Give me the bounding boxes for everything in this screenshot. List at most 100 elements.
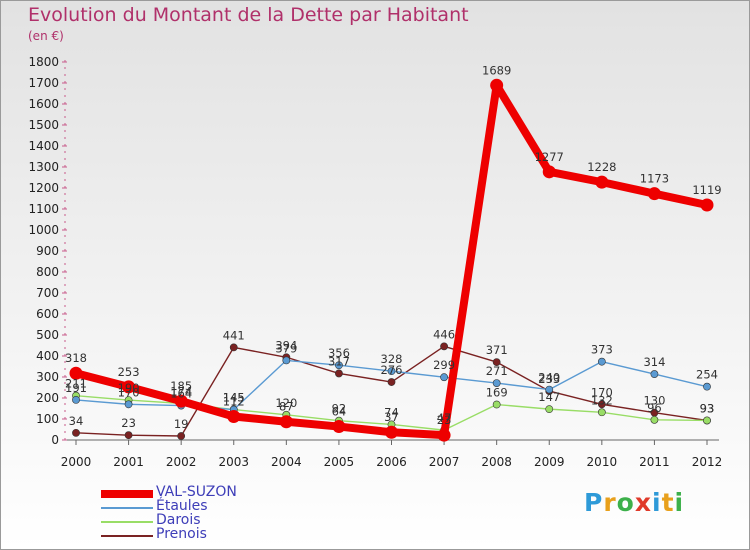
series-point <box>177 432 186 440</box>
data-label: 441 <box>223 328 245 342</box>
series-point <box>703 382 711 391</box>
legend-label: Prenois <box>156 526 207 542</box>
data-label: 373 <box>591 343 613 357</box>
y-tick-label: 900 <box>36 244 59 258</box>
legend-label: VAL-SUZON <box>156 484 237 500</box>
data-label: 23 <box>437 413 452 427</box>
series-point <box>545 385 554 394</box>
y-tick-label: 800 <box>36 265 59 279</box>
series-point <box>440 342 448 351</box>
y-tick-label: 200 <box>36 391 59 405</box>
legend-swatch <box>101 507 153 509</box>
y-tick-label: 1100 <box>28 202 59 216</box>
data-label: 74 <box>384 405 399 419</box>
data-label: 92 <box>332 402 347 416</box>
data-label: 271 <box>486 364 508 378</box>
series-point <box>279 415 293 429</box>
series-point <box>332 420 346 434</box>
legend-label: Darois <box>156 512 201 528</box>
chart-title: Evolution du Montant de la Dette par Hab… <box>28 4 469 26</box>
data-label: 174 <box>170 384 192 398</box>
series-point <box>124 431 133 440</box>
series-point <box>282 356 291 365</box>
data-label: 147 <box>538 390 560 404</box>
series-point <box>387 367 396 376</box>
proxiti-logo: Proxiti <box>584 488 684 517</box>
axes: 0 100 200 300 400 500 600 700 800 900 1000 1100 1200… <box>28 55 722 469</box>
series-point <box>703 416 711 425</box>
y-tick-label: 100 <box>36 412 59 426</box>
data-label: 93 <box>700 401 715 415</box>
series-point <box>597 357 606 366</box>
series-point <box>492 379 501 387</box>
data-label: 211 <box>65 377 87 391</box>
data-label: 23 <box>121 416 136 430</box>
data-label: 87 <box>279 400 294 414</box>
series-point <box>72 395 80 404</box>
y-tick-label: 1700 <box>28 76 59 90</box>
y-tick-label: 1200 <box>28 181 59 195</box>
x-tick-label: 2009 <box>534 455 565 469</box>
series-point <box>122 380 136 394</box>
data-label: 19 <box>174 417 189 431</box>
data-label: 1119 <box>692 183 721 197</box>
series-point <box>174 394 188 408</box>
data-label: 446 <box>433 327 455 341</box>
data-label: 130 <box>643 394 665 408</box>
series-point <box>700 198 714 212</box>
series-lines <box>69 78 714 442</box>
y-tick-label: 1500 <box>28 118 59 132</box>
series-point <box>597 408 606 417</box>
series-point <box>492 358 501 366</box>
x-tick-label: 2010 <box>587 455 618 469</box>
series-point <box>440 373 448 382</box>
data-label: 379 <box>275 341 297 355</box>
data-label: 145 <box>223 391 245 405</box>
x-tick-label: 2011 <box>639 455 670 469</box>
data-label: 299 <box>433 358 455 372</box>
data-label: 47 <box>437 411 452 425</box>
data-label: 1277 <box>535 150 564 164</box>
series-point <box>72 428 80 437</box>
data-label: 276 <box>381 363 403 377</box>
series-point <box>335 361 343 370</box>
logo-letter: P <box>584 488 604 517</box>
x-tick-label: 2005 <box>324 455 355 469</box>
series-point <box>542 165 556 179</box>
series-point <box>335 369 343 378</box>
y-tick-label: 0 <box>51 433 59 447</box>
data-label: 356 <box>328 346 350 360</box>
series-point <box>647 187 661 201</box>
data-label: 191 <box>65 381 87 395</box>
x-tick-label: 2002 <box>166 455 197 469</box>
data-label: 371 <box>486 343 508 357</box>
series-point <box>597 400 606 409</box>
y-tick-label: 1600 <box>28 97 59 111</box>
data-label: 1689 <box>482 63 511 77</box>
data-label: 254 <box>696 368 718 382</box>
data-label: 96 <box>647 401 662 415</box>
series-point <box>69 366 83 380</box>
y-tick-label: 1300 <box>28 160 59 174</box>
series-point <box>124 400 133 409</box>
series-point <box>492 400 501 409</box>
data-label: 1228 <box>587 160 616 174</box>
data-label: 37 <box>384 410 399 424</box>
series-point <box>387 378 396 386</box>
series-point <box>229 343 238 352</box>
legend-label: Étaules <box>156 498 208 514</box>
x-tick-label: 2001 <box>113 455 144 469</box>
data-label: 314 <box>643 355 665 369</box>
x-tick-label: 2008 <box>481 455 512 469</box>
x-tick-label: 2006 <box>376 455 407 469</box>
y-tick-label: 600 <box>36 307 59 321</box>
logo-letter: i <box>652 488 662 517</box>
data-label: 1173 <box>640 172 669 186</box>
data-label: 112 <box>223 394 245 408</box>
legend-swatch <box>101 490 153 498</box>
chart-subtitle: (en €) <box>28 29 64 43</box>
data-label: 317 <box>328 354 350 368</box>
data-label: 233 <box>538 372 560 386</box>
logo-letter: o <box>616 488 635 517</box>
series-point <box>545 405 554 414</box>
